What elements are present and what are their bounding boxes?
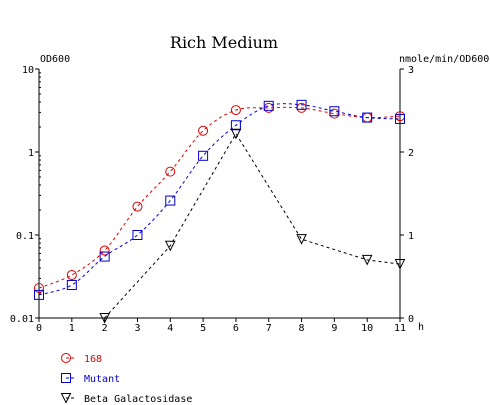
x-tick-label: 1 bbox=[69, 323, 75, 334]
data-point bbox=[164, 240, 176, 252]
data-point bbox=[230, 105, 241, 116]
chart-title: Rich Medium bbox=[170, 33, 278, 52]
data-point bbox=[66, 279, 77, 290]
data-point bbox=[329, 106, 340, 117]
data-point bbox=[66, 269, 77, 280]
legend: 168 Mutant Beta Galactosidase bbox=[60, 353, 192, 405]
series-2 bbox=[99, 128, 406, 324]
legend-marker bbox=[61, 373, 71, 383]
y-right-tick-label: 0 bbox=[408, 314, 414, 325]
legend-marker bbox=[60, 393, 72, 404]
series-line bbox=[104, 132, 401, 319]
data-point bbox=[132, 201, 143, 212]
series-line bbox=[38, 106, 401, 289]
series-1 bbox=[34, 99, 405, 300]
data-point bbox=[165, 195, 176, 206]
x-tick-label: 11 bbox=[394, 323, 406, 334]
y-left-tick-label: 0.01 bbox=[10, 314, 34, 325]
y-right-tick-label: 2 bbox=[408, 148, 414, 159]
x-tick-label: 7 bbox=[266, 323, 272, 334]
series-line bbox=[38, 103, 401, 296]
x-tick-label: 10 bbox=[361, 323, 373, 334]
x-tick-label: 6 bbox=[233, 323, 239, 334]
y-right-tick-label: 1 bbox=[408, 231, 414, 242]
legend-label: 168 bbox=[84, 354, 102, 365]
x-tick-label: 0 bbox=[36, 323, 42, 334]
y-left-tick-label: 1 bbox=[28, 148, 34, 159]
x-tick-label: 8 bbox=[299, 323, 305, 334]
data-point bbox=[34, 282, 44, 293]
data-point bbox=[34, 289, 44, 300]
x-tick-label: 9 bbox=[331, 323, 337, 334]
axes: 0 1 2 3 4 5 6 7 8 9 10 11 0.01 0.1 1 10 0 1 2 3 bbox=[10, 65, 414, 334]
data-point bbox=[395, 113, 405, 124]
x-tick-label: 3 bbox=[134, 323, 140, 334]
x-axis-label: h bbox=[418, 322, 424, 333]
data-point bbox=[296, 99, 307, 110]
y-left-tick-label: 0.1 bbox=[16, 231, 34, 242]
data-point bbox=[165, 166, 176, 177]
legend-marker bbox=[61, 353, 71, 363]
y-right-axis-label: nmole/min/OD600 bbox=[399, 54, 489, 65]
legend-label: Beta Galactosidase bbox=[84, 394, 192, 405]
data-point bbox=[361, 254, 373, 266]
data-point bbox=[198, 150, 209, 161]
x-tick-label: 4 bbox=[167, 323, 173, 334]
series-0 bbox=[34, 102, 405, 293]
data-point bbox=[362, 112, 373, 123]
x-tick-label: 2 bbox=[102, 323, 108, 334]
series-layer bbox=[34, 99, 406, 324]
y-left-tick-label: 10 bbox=[22, 65, 34, 76]
data-point bbox=[296, 234, 307, 245]
data-point bbox=[198, 125, 209, 136]
data-point bbox=[99, 251, 110, 262]
data-point bbox=[230, 128, 242, 140]
y-left-axis-label: OD600 bbox=[40, 54, 70, 65]
data-point bbox=[99, 245, 110, 256]
data-point bbox=[132, 230, 143, 240]
data-point bbox=[263, 100, 274, 111]
data-point bbox=[230, 120, 241, 131]
legend-label: Mutant bbox=[84, 374, 120, 385]
data-point bbox=[99, 313, 110, 324]
data-point bbox=[394, 259, 406, 270]
y-right-tick-label: 3 bbox=[408, 65, 414, 76]
x-tick-label: 5 bbox=[200, 323, 206, 334]
